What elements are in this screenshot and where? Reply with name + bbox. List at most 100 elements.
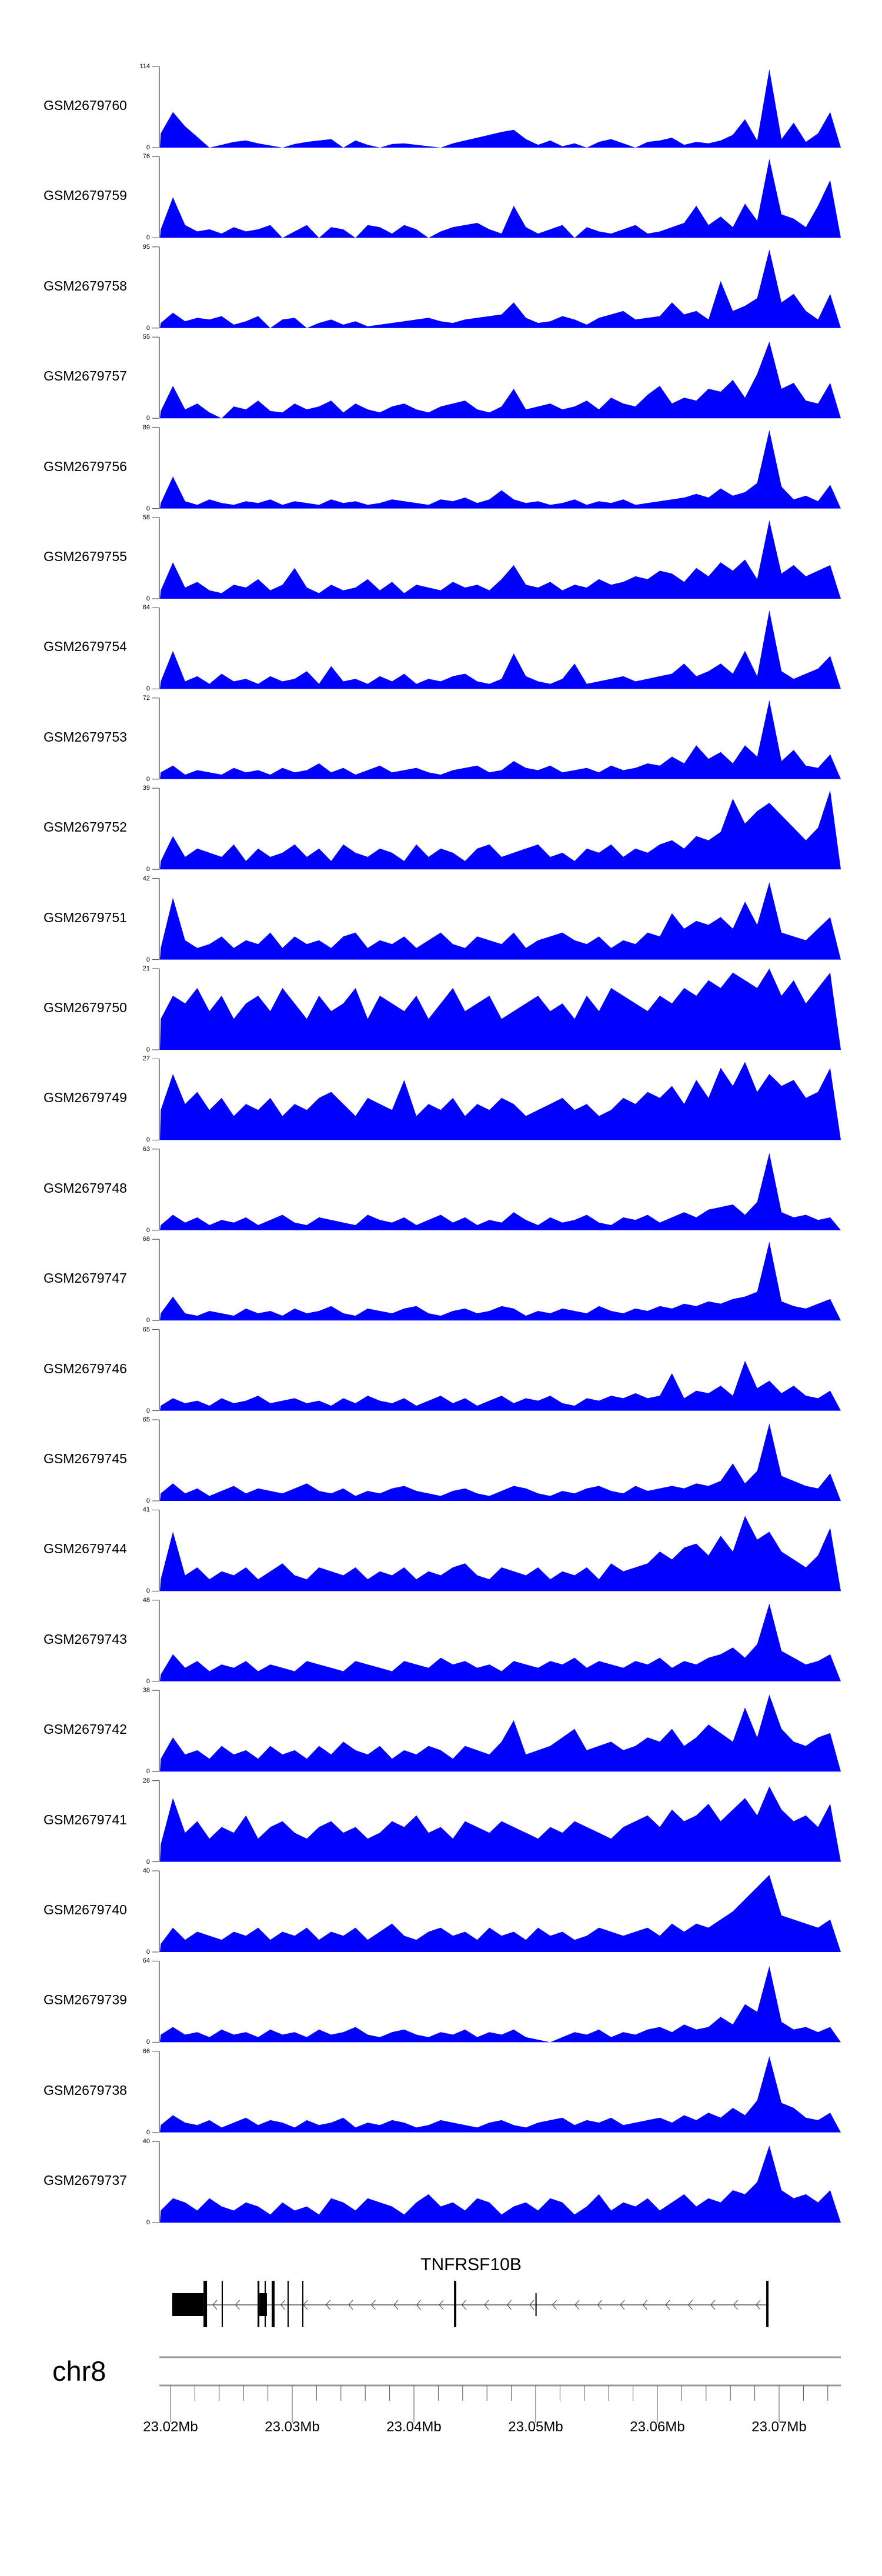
utr-exon — [535, 2293, 537, 2316]
track-label: GSM2679749 — [44, 1090, 127, 1106]
track-label: GSM2679751 — [44, 909, 127, 925]
y-axis-max-label: 72 — [142, 694, 150, 702]
y-axis-min-label: 0 — [146, 1136, 150, 1144]
strand-arrow-icon — [235, 2300, 240, 2310]
y-axis-max-label: 76 — [142, 153, 150, 161]
y-axis-min-label: 0 — [146, 1948, 150, 1956]
y-axis-min-label: 0 — [146, 595, 150, 602]
y-axis-min-label: 0 — [146, 1587, 150, 1595]
strand-arrow-icon — [348, 2300, 353, 2310]
y-axis-min-label: 0 — [146, 1768, 150, 1776]
gene-label: TNFRSF10B — [420, 2255, 522, 2274]
coverage-area — [160, 249, 841, 328]
exon — [272, 2281, 275, 2327]
exon — [221, 2281, 223, 2327]
y-axis-min-label: 0 — [146, 956, 150, 963]
coverage-area — [160, 1516, 841, 1591]
utr-exon — [263, 2293, 267, 2316]
y-axis-min-label: 0 — [146, 1226, 150, 1234]
y-axis-min-label: 0 — [146, 1046, 150, 1053]
y-axis-max-label: 48 — [142, 1596, 150, 1604]
strand-arrow-icon — [393, 2300, 399, 2310]
strand-arrow-icon — [620, 2300, 625, 2310]
y-axis-max-label: 114 — [139, 63, 150, 70]
coverage-area — [160, 700, 841, 779]
coverage-area — [160, 969, 841, 1050]
track-label: GSM2679744 — [44, 1541, 127, 1557]
y-axis-max-label: 65 — [142, 1326, 150, 1333]
y-axis-max-label: 40 — [142, 2138, 150, 2145]
coverage-area — [160, 610, 841, 689]
y-axis-max-label: 28 — [142, 1777, 150, 1784]
axis-tick-label: 23.04Mb — [386, 2419, 442, 2435]
y-axis-max-label: 58 — [142, 514, 150, 521]
y-axis-max-label: 38 — [142, 1687, 150, 1694]
strand-arrow-icon — [756, 2300, 761, 2310]
axis-tick-label: 23.06Mb — [630, 2419, 685, 2435]
exon — [287, 2281, 289, 2327]
y-axis-min-label: 0 — [146, 2219, 150, 2227]
y-axis-min-label: 0 — [146, 324, 150, 332]
track-label: GSM2679745 — [44, 1451, 127, 1466]
strand-arrow-icon — [665, 2300, 670, 2310]
y-axis-max-label: 65 — [142, 1416, 150, 1423]
exon — [302, 2281, 303, 2327]
coverage-area — [160, 1603, 841, 1681]
track-label: GSM2679738 — [44, 2082, 127, 2098]
y-axis-max-label: 64 — [142, 1957, 150, 1965]
y-axis-max-label: 89 — [142, 423, 150, 431]
strand-arrow-icon — [687, 2300, 693, 2310]
coverage-area — [160, 2056, 841, 2133]
coverage-area — [160, 1242, 841, 1321]
coverage-area — [160, 430, 841, 509]
track-label: GSM2679737 — [44, 2173, 127, 2188]
track-label: GSM2679747 — [44, 1270, 127, 1286]
y-axis-min-label: 0 — [146, 505, 150, 512]
y-axis-min-label: 0 — [146, 2128, 150, 2136]
strand-arrow-icon — [597, 2300, 602, 2310]
coverage-area — [160, 882, 841, 960]
axis-tick-label: 23.03Mb — [265, 2419, 320, 2435]
y-axis-min-label: 0 — [146, 685, 150, 693]
strand-arrow-icon — [484, 2300, 489, 2310]
coverage-area — [160, 1153, 841, 1230]
strand-arrow-icon — [416, 2300, 421, 2310]
track-label: GSM2679759 — [44, 188, 127, 203]
coverage-area — [160, 1423, 841, 1501]
axis-tick-label: 23.07Mb — [751, 2419, 807, 2435]
strand-arrow-icon — [642, 2300, 647, 2310]
y-axis-min-label: 0 — [146, 144, 150, 151]
track-label: GSM2679758 — [44, 278, 127, 293]
track-label: GSM2679743 — [44, 1631, 127, 1647]
coverage-area — [160, 159, 841, 238]
strand-arrow-icon — [370, 2300, 376, 2310]
track-label: GSM2679757 — [44, 368, 127, 384]
coverage-area — [160, 790, 841, 870]
exon — [454, 2281, 457, 2327]
strand-arrow-icon — [280, 2300, 285, 2310]
strand-arrow-icon — [529, 2300, 534, 2310]
coverage-area — [160, 1062, 841, 1140]
y-axis-max-label: 66 — [142, 2047, 150, 2055]
strand-arrow-icon — [574, 2300, 580, 2310]
utr-exon — [259, 2293, 263, 2316]
track-label: GSM2679739 — [44, 1992, 127, 2008]
track-label: GSM2679760 — [44, 98, 127, 113]
y-axis-min-label: 0 — [146, 2038, 150, 2046]
y-axis-min-label: 0 — [146, 1497, 150, 1504]
